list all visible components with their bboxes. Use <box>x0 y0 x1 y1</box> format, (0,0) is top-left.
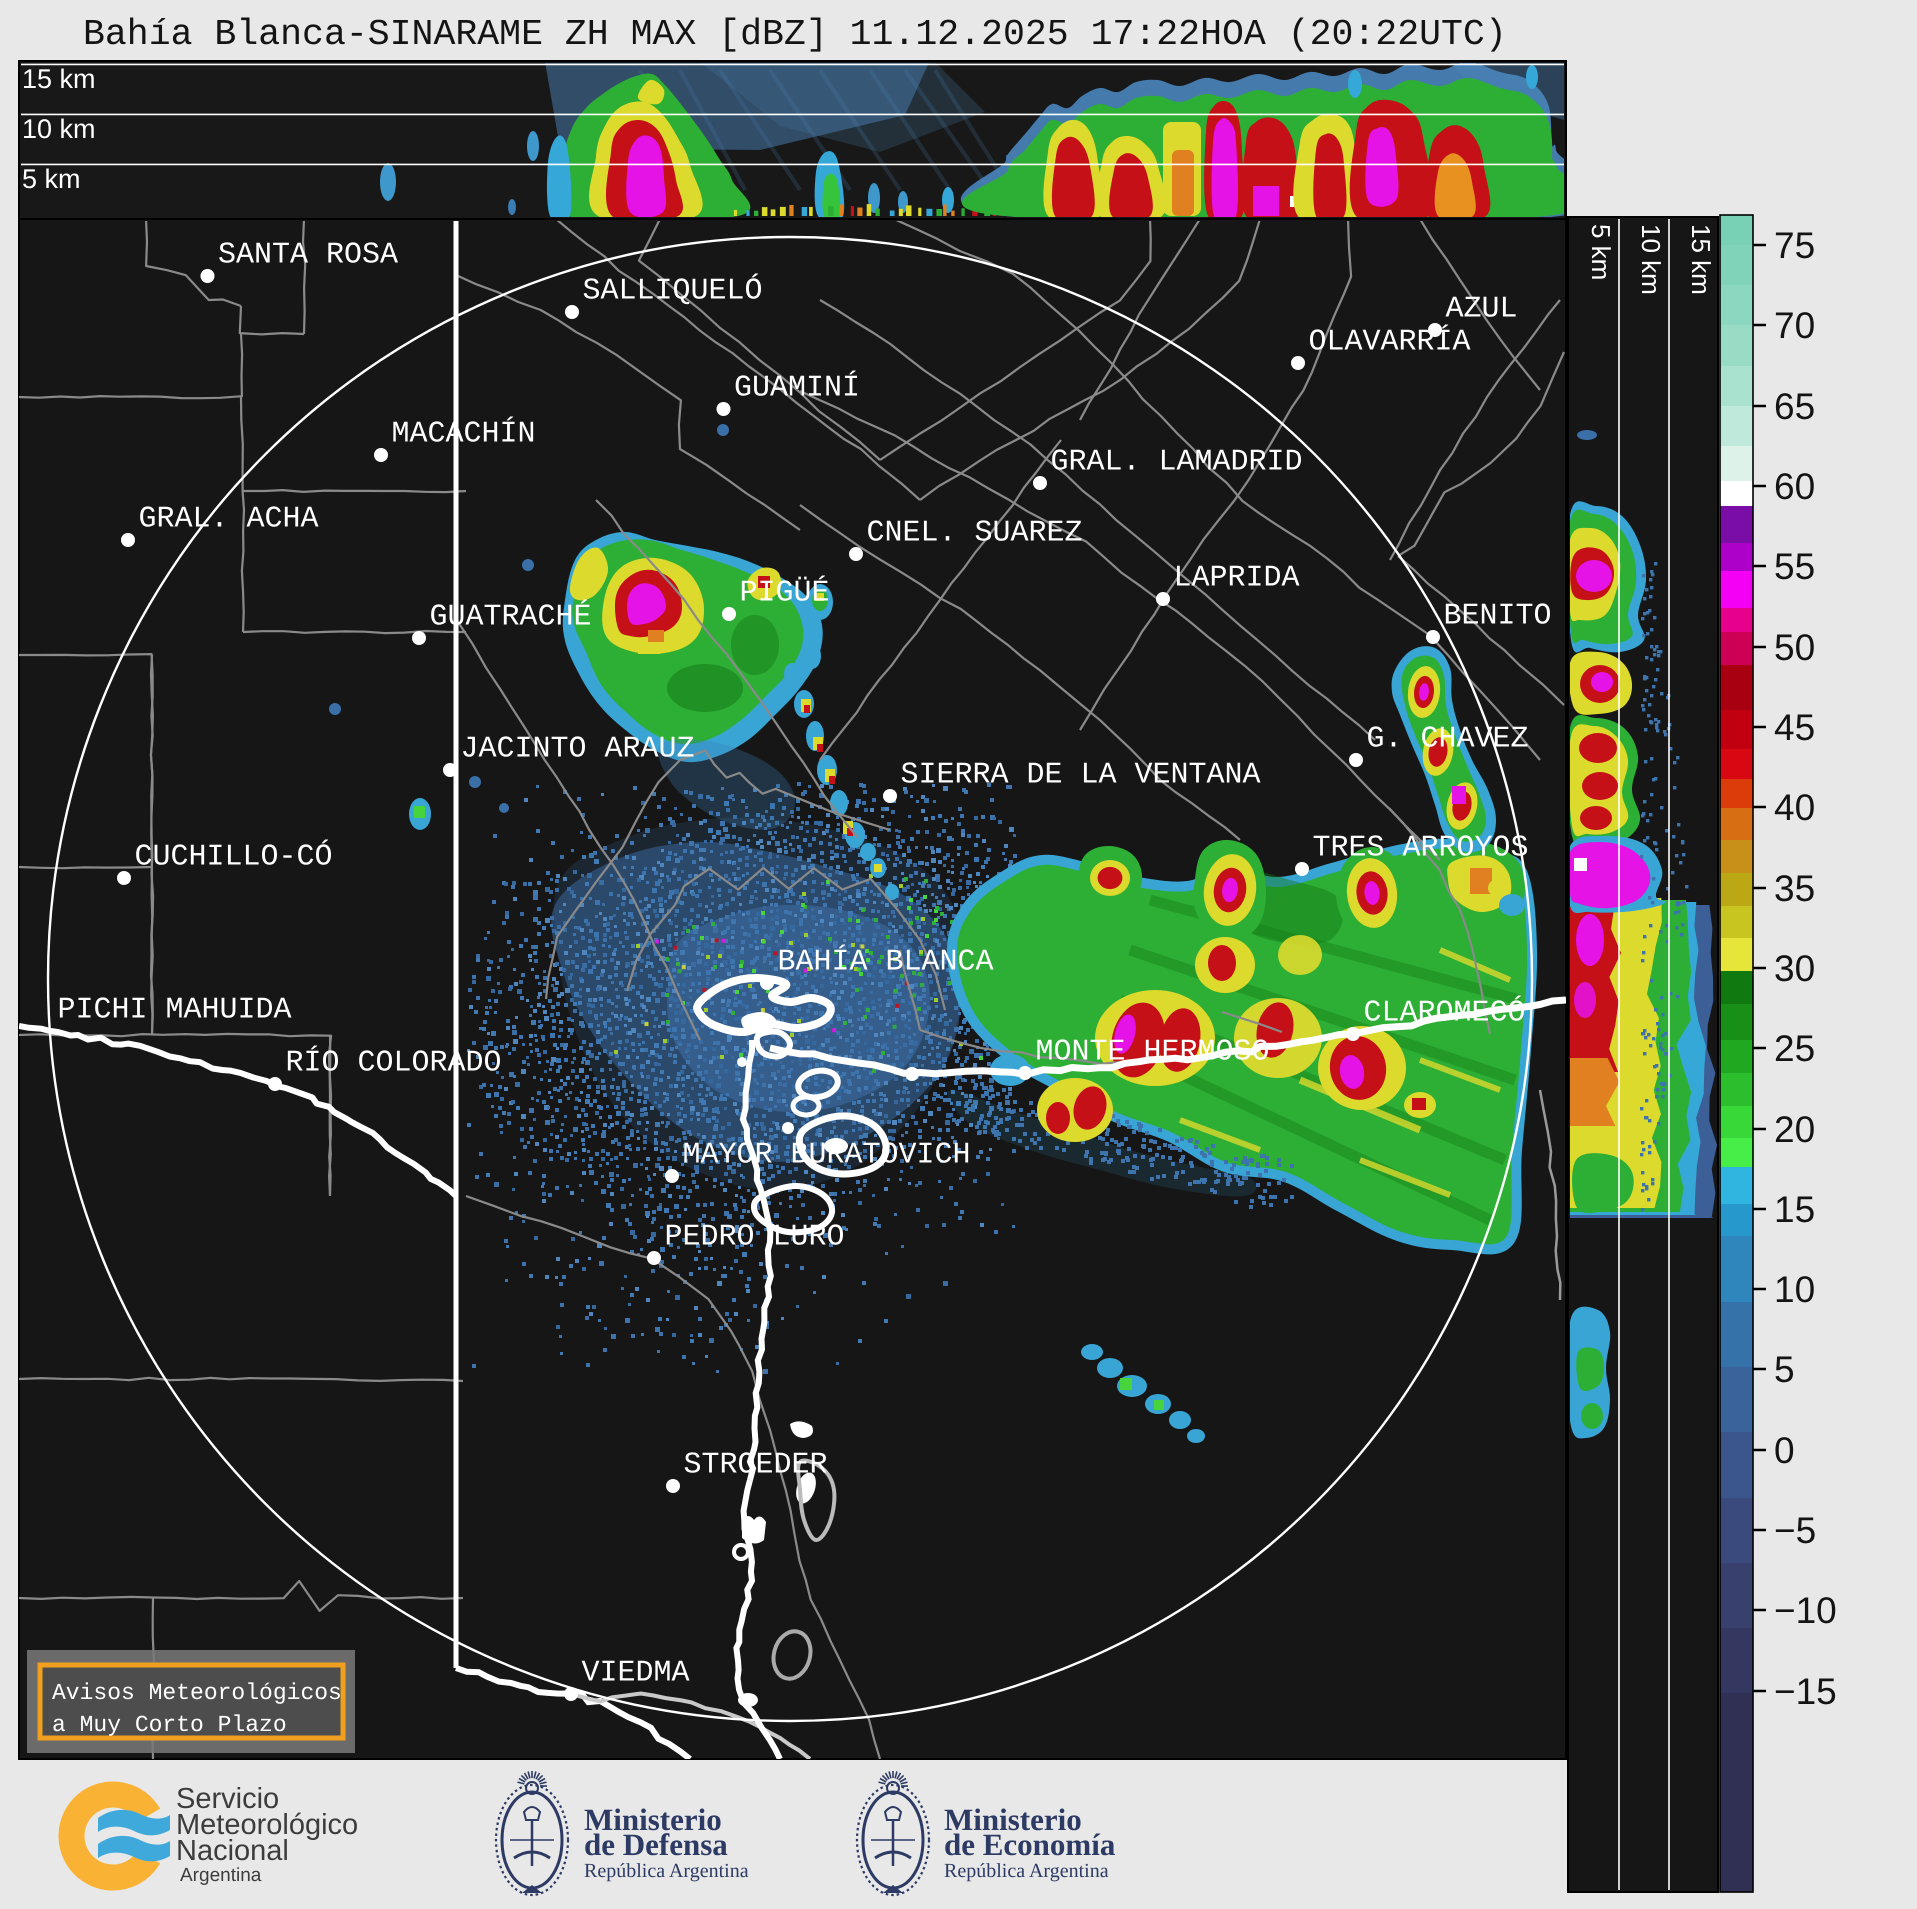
svg-text:Ministerio: Ministerio <box>944 1802 1082 1837</box>
svg-text:30: 30 <box>1774 948 1815 989</box>
svg-text:GRAL. LAMADRID: GRAL. LAMADRID <box>1051 446 1303 480</box>
svg-text:GUATRACHÉ: GUATRACHÉ <box>430 600 592 635</box>
svg-text:LAPRIDA: LAPRIDA <box>1174 562 1300 596</box>
svg-text:República Argentina: República Argentina <box>944 1860 1109 1882</box>
svg-text:75: 75 <box>1774 225 1815 266</box>
svg-text:Ministerio: Ministerio <box>584 1802 722 1837</box>
svg-text:5 km: 5 km <box>1586 224 1616 280</box>
svg-text:25: 25 <box>1774 1028 1815 1069</box>
svg-text:50: 50 <box>1774 627 1815 668</box>
svg-text:10: 10 <box>1774 1269 1815 1310</box>
svg-text:G. CHAVEZ: G. CHAVEZ <box>1367 723 1529 757</box>
svg-text:Bahía Blanca-SINARAME ZH MAX [: Bahía Blanca-SINARAME ZH MAX [dBZ] 11.12… <box>83 14 1507 55</box>
svg-text:20: 20 <box>1774 1109 1815 1150</box>
svg-text:65: 65 <box>1774 386 1815 427</box>
svg-text:BENITO: BENITO <box>1444 600 1552 634</box>
svg-text:TRES ARROYOS: TRES ARROYOS <box>1313 832 1529 866</box>
svg-text:SIERRA DE LA VENTANA: SIERRA DE LA VENTANA <box>901 759 1261 793</box>
svg-text:MAYOR BURATOVICH: MAYOR BURATOVICH <box>683 1139 971 1173</box>
svg-text:PIGÜÉ: PIGÜÉ <box>740 576 830 611</box>
svg-text:−10: −10 <box>1774 1590 1837 1631</box>
svg-text:Nacional: Nacional <box>176 1835 289 1867</box>
svg-text:10 km: 10 km <box>22 114 96 144</box>
svg-text:MONTE HERMOSO: MONTE HERMOSO <box>1036 1036 1270 1070</box>
svg-text:CNEL. SUAREZ: CNEL. SUAREZ <box>867 517 1083 551</box>
svg-text:5 km: 5 km <box>22 164 81 194</box>
svg-text:a Muy Corto Plazo: a Muy Corto Plazo <box>52 1712 287 1738</box>
svg-text:10 km: 10 km <box>1636 224 1666 295</box>
svg-text:OLAVARRÍA: OLAVARRÍA <box>1309 325 1471 360</box>
svg-text:GUAMINÍ: GUAMINÍ <box>734 371 860 406</box>
svg-text:−15: −15 <box>1774 1671 1837 1712</box>
svg-text:Avisos Meteorológicos: Avisos Meteorológicos <box>52 1680 342 1706</box>
svg-text:5: 5 <box>1774 1349 1795 1390</box>
svg-text:MACACHÍN: MACACHÍN <box>392 417 536 452</box>
svg-text:República Argentina: República Argentina <box>584 1860 749 1882</box>
svg-text:40: 40 <box>1774 787 1815 828</box>
svg-text:Argentina: Argentina <box>180 1865 262 1886</box>
svg-text:de Economía: de Economía <box>944 1827 1116 1862</box>
svg-text:15 km: 15 km <box>22 64 96 94</box>
svg-text:SANTA ROSA: SANTA ROSA <box>218 239 398 273</box>
svg-text:PEDRO LURO: PEDRO LURO <box>665 1221 845 1255</box>
svg-text:STROEDER: STROEDER <box>684 1449 828 1483</box>
svg-text:AZUL: AZUL <box>1446 293 1518 327</box>
svg-text:−5: −5 <box>1774 1510 1816 1551</box>
svg-text:15: 15 <box>1774 1189 1815 1230</box>
svg-text:JACINTO ARAUZ: JACINTO ARAUZ <box>461 733 695 767</box>
svg-text:Meteorológico: Meteorológico <box>176 1809 358 1841</box>
svg-text:PICHI MAHUIDA: PICHI MAHUIDA <box>58 994 292 1028</box>
svg-text:de Defensa: de Defensa <box>584 1827 728 1862</box>
svg-text:60: 60 <box>1774 466 1815 507</box>
svg-text:45: 45 <box>1774 707 1815 748</box>
svg-text:Servicio: Servicio <box>176 1783 279 1815</box>
svg-text:RÍO COLORADO: RÍO COLORADO <box>286 1046 502 1081</box>
svg-text:70: 70 <box>1774 305 1815 346</box>
svg-text:0: 0 <box>1774 1430 1795 1471</box>
svg-text:CUCHILLO-CÓ: CUCHILLO-CÓ <box>135 840 333 875</box>
svg-text:VIEDMA: VIEDMA <box>582 1657 690 1691</box>
svg-text:CLAROMECÓ: CLAROMECÓ <box>1364 996 1526 1031</box>
svg-text:15 km: 15 km <box>1686 224 1716 295</box>
svg-text:55: 55 <box>1774 546 1815 587</box>
svg-text:35: 35 <box>1774 868 1815 909</box>
svg-text:SALLIQUELÓ: SALLIQUELÓ <box>583 274 763 309</box>
svg-text:BAHÍA BLANCA: BAHÍA BLANCA <box>778 945 994 980</box>
svg-text:GRAL. ACHA: GRAL. ACHA <box>139 503 319 537</box>
